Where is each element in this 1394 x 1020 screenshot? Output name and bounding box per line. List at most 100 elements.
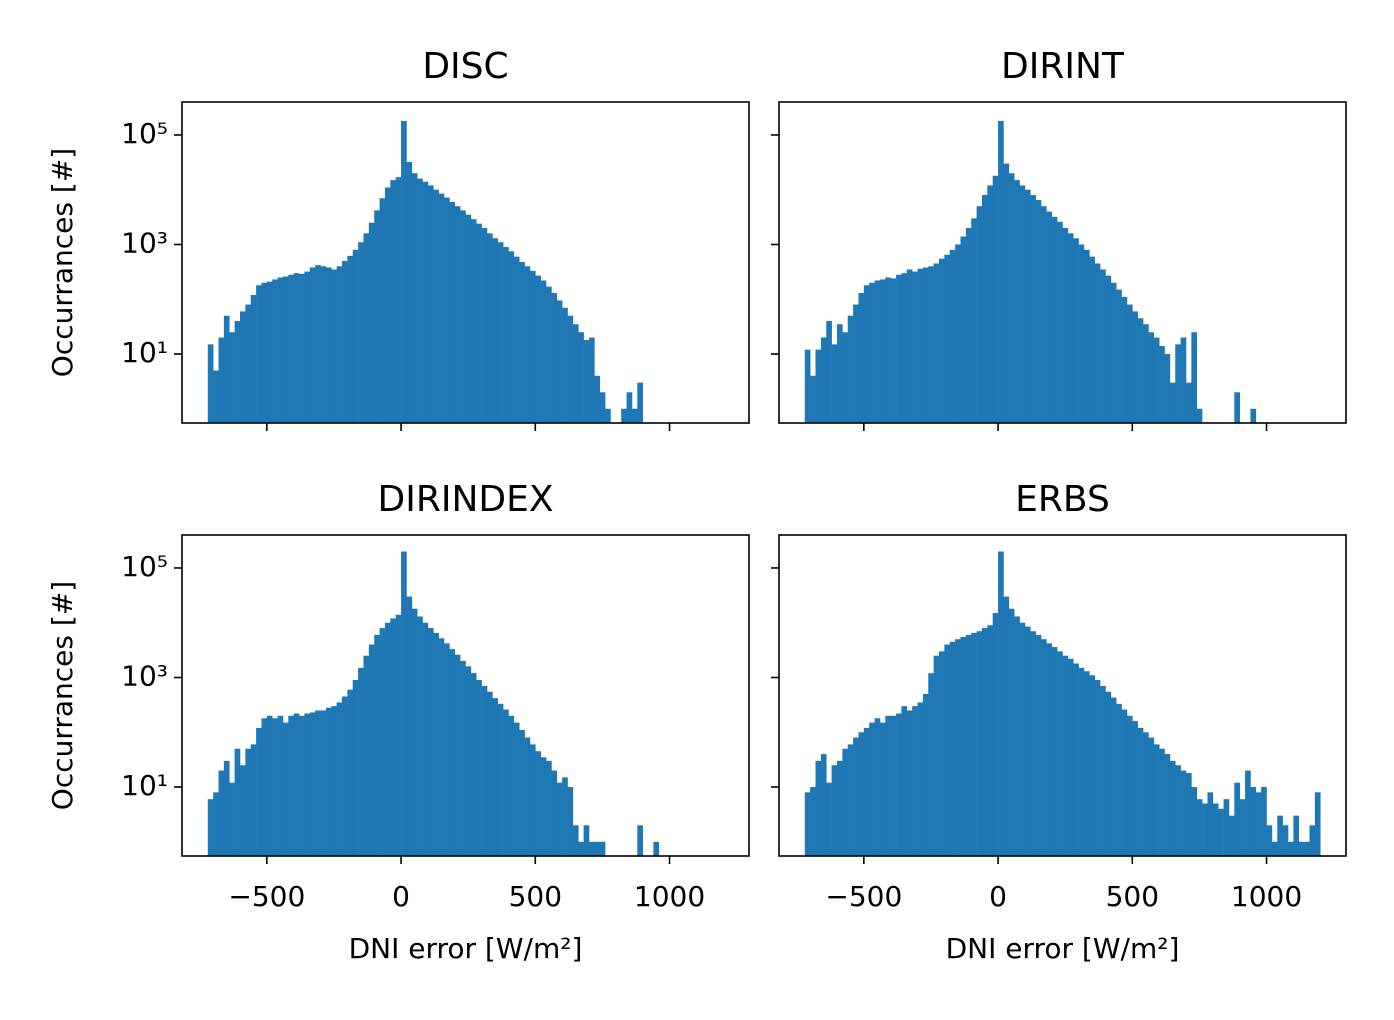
bar: [1191, 332, 1198, 423]
bar: [1083, 671, 1090, 856]
bar: [939, 651, 945, 856]
bar: [309, 267, 316, 423]
bar: [379, 628, 386, 856]
bar: [594, 375, 601, 423]
bar: [551, 293, 558, 423]
bar: [1191, 787, 1198, 856]
y-tick-label: 10¹: [121, 336, 168, 369]
bar: [815, 760, 822, 856]
bar: [347, 255, 354, 423]
bar: [395, 614, 402, 856]
bar: [444, 197, 450, 423]
bar: [352, 249, 359, 423]
bar: [449, 201, 456, 423]
bar: [331, 269, 337, 423]
bar: [1094, 263, 1101, 423]
bar: [1202, 803, 1208, 856]
bar: [981, 628, 988, 856]
bar: [325, 267, 332, 423]
bar: [1057, 651, 1063, 856]
bar: [1261, 787, 1267, 856]
bar: [965, 634, 972, 856]
bar: [976, 206, 983, 423]
chart-title: DIRINT: [1001, 46, 1125, 87]
bar: [831, 765, 838, 856]
bar: [309, 712, 316, 856]
bar: [1067, 658, 1074, 856]
bar: [529, 270, 536, 423]
bar: [546, 286, 552, 423]
bar: [218, 337, 225, 423]
bar: [465, 214, 472, 423]
bar: [906, 269, 913, 423]
bar: [256, 727, 262, 856]
bar: [368, 222, 375, 423]
bar: [1164, 754, 1171, 856]
bar: [1298, 841, 1305, 856]
bar: [1250, 787, 1257, 856]
bar: [427, 185, 434, 423]
bar: [1073, 663, 1079, 856]
bar: [1153, 337, 1160, 423]
bar: [433, 632, 439, 856]
chart-title: ERBS: [1015, 479, 1110, 520]
bar: [304, 713, 311, 856]
bar: [401, 120, 407, 423]
bar: [890, 715, 897, 856]
bar: [1003, 596, 1010, 856]
bar: [524, 737, 531, 856]
bar: [508, 251, 515, 423]
bar: [965, 228, 972, 423]
bar: [299, 273, 305, 423]
bar: [288, 274, 294, 423]
bar: [282, 276, 289, 423]
bar: [928, 266, 934, 423]
bar: [1003, 163, 1010, 423]
bar: [213, 370, 219, 423]
bar: [207, 344, 214, 423]
bar: [901, 273, 908, 423]
bar: [869, 722, 875, 856]
bar: [315, 710, 321, 856]
bar: [1207, 792, 1214, 856]
bar: [1062, 228, 1069, 423]
bar: [293, 713, 300, 856]
bar: [933, 263, 940, 423]
bar: [411, 608, 418, 856]
bar: [1148, 737, 1155, 856]
bar: [352, 680, 359, 856]
bar: [358, 242, 364, 423]
bar: [858, 293, 865, 423]
bar: [379, 198, 386, 423]
bar: [524, 266, 531, 423]
bar: [971, 632, 977, 856]
bar: [390, 180, 396, 423]
bar: [1041, 206, 1047, 423]
bar: [1121, 709, 1128, 856]
bar: [266, 281, 273, 423]
bar: [1255, 792, 1262, 856]
y-tick-label: 10¹: [121, 769, 168, 802]
bar: [1014, 616, 1020, 856]
bar: [556, 300, 563, 423]
bar: [1159, 748, 1165, 856]
bar: [315, 265, 321, 423]
bar: [320, 710, 327, 856]
bar: [998, 551, 1004, 856]
bar: [331, 706, 337, 856]
bar: [395, 177, 402, 423]
x-tick-label: −500: [825, 880, 902, 913]
bar: [422, 622, 429, 856]
bar: [540, 280, 547, 423]
bar: [374, 634, 380, 856]
bar: [836, 760, 843, 856]
bar: [1019, 185, 1026, 423]
bar: [1008, 608, 1015, 856]
bar: [826, 321, 832, 423]
bar: [572, 825, 579, 856]
bar: [605, 408, 611, 423]
bar: [551, 770, 558, 856]
bar: [1223, 799, 1230, 856]
bar: [1051, 216, 1058, 423]
